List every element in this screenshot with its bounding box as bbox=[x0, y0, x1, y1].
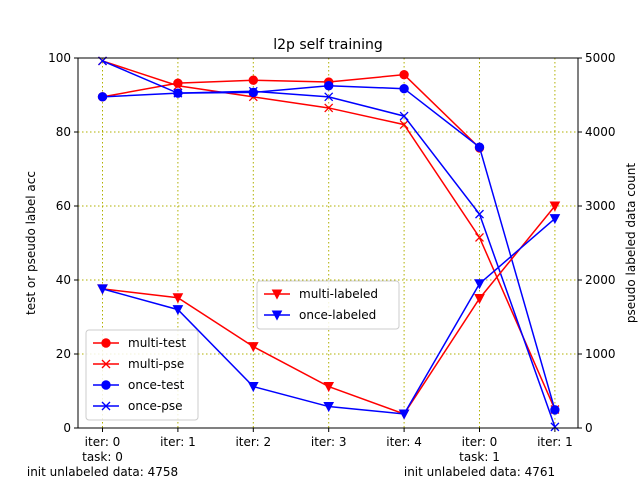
y2-tick-label: 3000 bbox=[585, 199, 616, 213]
data-point-once-labeled bbox=[549, 214, 561, 225]
marker-stroke bbox=[475, 209, 484, 219]
legend-right: multi-labeled once-labeled bbox=[256, 280, 400, 330]
data-point-multi-labeled bbox=[474, 294, 485, 305]
data-point-once-labeled bbox=[247, 382, 259, 393]
data-point-once-labeled bbox=[323, 402, 335, 413]
legend-label: multi-test bbox=[128, 336, 186, 350]
data-point-once-test bbox=[324, 81, 334, 91]
legend-box bbox=[256, 280, 400, 330]
legend-box bbox=[85, 329, 199, 421]
marker-stroke bbox=[475, 232, 484, 242]
marker-stroke bbox=[101, 401, 111, 411]
data-point-once-labeled bbox=[172, 305, 184, 316]
data-point-once-test bbox=[474, 142, 485, 152]
data-point-once-test bbox=[248, 87, 259, 98]
x-tick-label: iter: 1 bbox=[537, 435, 573, 449]
y-tick-label: 20 bbox=[56, 347, 71, 361]
y2-tick-label: 0 bbox=[585, 421, 593, 435]
x-tick-label: init unlabeled data: 4761 bbox=[404, 465, 555, 479]
legend-marker bbox=[271, 289, 283, 300]
series-layer bbox=[97, 56, 561, 432]
x-tick-label: iter: 0 bbox=[85, 435, 121, 449]
marker-stroke bbox=[324, 103, 334, 113]
data-point-multi-pse bbox=[324, 103, 334, 113]
x-tick-label: iter: 4 bbox=[386, 435, 422, 449]
x-tick-label: iter: 3 bbox=[311, 435, 347, 449]
data-point-multi-test bbox=[248, 75, 259, 85]
legend-marker bbox=[101, 401, 111, 411]
data-point-once-pse bbox=[399, 111, 409, 121]
x-tick-label: task: 1 bbox=[459, 450, 500, 464]
y-tick-label: 40 bbox=[56, 273, 71, 287]
data-point-once-pse bbox=[475, 209, 484, 219]
marker-stroke bbox=[399, 120, 409, 130]
marker-stroke bbox=[248, 86, 258, 96]
legend-marker bbox=[271, 310, 283, 321]
plot-frame bbox=[77, 57, 579, 429]
legend-marker bbox=[101, 338, 111, 348]
y2-axis-label: pseudo labeled data count bbox=[624, 163, 638, 323]
marker-stroke bbox=[550, 422, 560, 432]
data-point-multi-pse bbox=[173, 81, 183, 91]
data-point-once-pse bbox=[550, 422, 560, 432]
marker-stroke bbox=[399, 111, 409, 121]
y-tick-label: 60 bbox=[56, 199, 71, 213]
marker-stroke bbox=[173, 81, 183, 91]
data-point-multi-labeled bbox=[247, 342, 259, 353]
y-axis-label: test or pseudo label acc bbox=[24, 171, 38, 315]
y2-tick-label: 4000 bbox=[585, 125, 616, 139]
x-tick-label: iter: 2 bbox=[235, 435, 271, 449]
y-tick-label: 80 bbox=[56, 125, 71, 139]
data-point-once-pse bbox=[173, 88, 183, 98]
data-point-multi-pse bbox=[475, 232, 484, 242]
x-tick-label: task: 0 bbox=[82, 450, 123, 464]
data-point-once-labeled bbox=[474, 279, 485, 290]
chart-title: l2p self training bbox=[273, 37, 383, 53]
x-tick-label: iter: 0 bbox=[462, 435, 498, 449]
data-point-once-labeled bbox=[398, 409, 410, 420]
data-point-once-pse bbox=[324, 92, 334, 102]
legend-marker bbox=[101, 380, 111, 390]
data-point-multi-labeled bbox=[172, 293, 184, 304]
series-once-pse bbox=[98, 56, 560, 432]
legend-label: once-pse bbox=[128, 399, 183, 413]
data-point-multi-labeled bbox=[549, 201, 561, 212]
data-point-once-test bbox=[97, 92, 108, 102]
data-point-once-labeled bbox=[97, 284, 108, 295]
x-tick-label: init unlabeled data: 4758 bbox=[27, 465, 178, 479]
legend-marker bbox=[101, 359, 111, 369]
marker-stroke bbox=[173, 88, 183, 98]
y-tick-label: 0 bbox=[63, 421, 71, 435]
data-point-once-pse bbox=[248, 86, 258, 96]
data-point-once-test bbox=[399, 84, 409, 94]
legend-label: once-test bbox=[128, 378, 185, 392]
legend-left: multi-test multi-pse once-test once-pse bbox=[85, 329, 199, 421]
y-tick-label: 100 bbox=[48, 51, 71, 65]
y2-tick-label: 1000 bbox=[585, 347, 616, 361]
y2-tick-label: 5000 bbox=[585, 51, 616, 65]
data-point-once-test bbox=[550, 405, 560, 415]
legend-label: once-labeled bbox=[299, 308, 376, 322]
x-tick-label: iter: 1 bbox=[160, 435, 196, 449]
data-point-multi-labeled bbox=[323, 382, 335, 393]
series-line-multi-test bbox=[102, 73, 481, 149]
legend-label: multi-pse bbox=[128, 357, 184, 371]
legend-label: multi-labeled bbox=[299, 287, 378, 301]
series-multi-test bbox=[97, 69, 485, 153]
series-once-labeled bbox=[97, 214, 561, 420]
data-point-multi-test bbox=[399, 69, 409, 80]
y2-tick-label: 2000 bbox=[585, 273, 616, 287]
marker-stroke bbox=[101, 359, 111, 369]
data-point-multi-pse bbox=[399, 120, 409, 130]
marker-stroke bbox=[324, 92, 334, 102]
